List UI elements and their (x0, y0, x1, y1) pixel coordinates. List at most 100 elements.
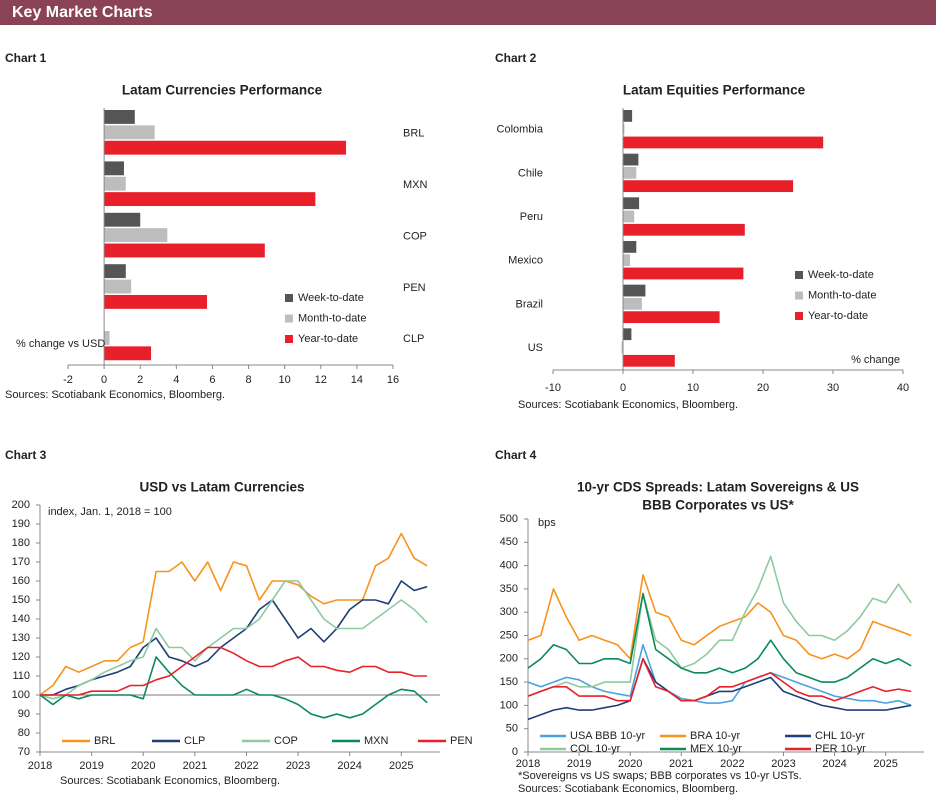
legend-label: Year-to-date (298, 333, 358, 345)
legend-swatch (795, 312, 803, 320)
bar (104, 330, 110, 345)
legend-swatch (285, 335, 293, 343)
y-tick-label: 200 (12, 499, 30, 511)
bar (104, 243, 265, 258)
category-label: Chile (518, 167, 543, 179)
bar (623, 328, 632, 341)
legend-label: CLP (184, 735, 205, 747)
bar (104, 192, 316, 207)
x-tick-label: 2024 (822, 758, 846, 770)
bar (104, 346, 152, 361)
bar (623, 284, 646, 297)
x-tick-label: 2024 (337, 760, 361, 772)
category-label: MXN (403, 179, 428, 191)
legend-label: BRA 10-yr (690, 730, 740, 742)
y-tick-label: 90 (18, 708, 30, 720)
x-tick-label: 2025 (389, 760, 413, 772)
legend-swatch (795, 271, 803, 279)
header-title: Key Market Charts (12, 4, 153, 21)
legend-label: MXN (364, 735, 389, 747)
legend-label: Year-to-date (808, 310, 868, 322)
series-line (527, 658, 912, 702)
y-tick-label: 200 (500, 653, 518, 665)
bar (623, 210, 635, 223)
x-tick-label: -10 (545, 382, 561, 394)
series-line (39, 656, 428, 719)
x-tick-label: 10 (687, 382, 699, 394)
series-line (39, 532, 428, 696)
y-tick-label: 450 (500, 536, 518, 548)
bar (623, 123, 625, 136)
category-label: PEN (403, 282, 426, 294)
y-tick-label: 150 (500, 676, 518, 688)
bar (623, 166, 637, 179)
y-tick-label: 130 (12, 632, 30, 644)
category-label: Peru (520, 211, 543, 223)
chart-title: Latam Currencies Performance (122, 83, 323, 98)
x-tick-label: 4 (173, 374, 179, 386)
series-line (527, 574, 912, 660)
category-label: US (528, 342, 543, 354)
y-tick-label: 150 (12, 594, 30, 606)
chart-title: Latam Equities Performance (623, 83, 806, 98)
bar (104, 140, 347, 155)
x-tick-label: 20 (757, 382, 769, 394)
x-tick-label: -2 (63, 374, 73, 386)
x-tick-label: 2018 (516, 758, 540, 770)
category-label: COP (403, 230, 427, 242)
chart-caption: Chart 2 (495, 51, 537, 65)
legend-label: PEN (450, 735, 473, 747)
legend-label: Week-to-date (298, 292, 364, 304)
x-tick-label: 40 (897, 382, 909, 394)
bar (623, 197, 640, 210)
legend-swatch (795, 291, 803, 300)
chart-title: 10-yr CDS Spreads: Latam Sovereigns & US (577, 480, 859, 495)
bar (623, 241, 637, 253)
category-label: CLP (403, 333, 424, 345)
x-tick-label: 8 (245, 374, 251, 386)
x-tick-label: 16 (387, 374, 399, 386)
legend-label: Week-to-date (808, 269, 874, 281)
y-tick-label: 140 (12, 613, 30, 625)
legend-swatch (285, 314, 293, 323)
x-tick-label: 2021 (669, 758, 693, 770)
bar (104, 161, 124, 176)
legend-swatch (285, 294, 293, 302)
chart-caption: Chart 3 (5, 448, 47, 462)
y-tick-label: 70 (18, 746, 30, 758)
axis-label-text: % change vs USD (16, 338, 106, 350)
series-line (39, 580, 428, 700)
bar (104, 110, 135, 124)
y-tick-label: 250 (500, 629, 518, 641)
series-line (40, 580, 428, 696)
annotation: bps (538, 517, 556, 529)
y-tick-label: 120 (12, 651, 30, 663)
legend-label: BRL (94, 735, 115, 747)
series-line (40, 646, 428, 696)
y-tick-label: 300 (500, 606, 518, 618)
legend-label: USA BBB 10-yr (570, 730, 646, 742)
header-bar (0, 0, 936, 25)
y-tick-label: 0 (512, 746, 518, 758)
legend-label: MEX 10-yr (690, 743, 742, 755)
annotation: index, Jan. 1, 2018 = 100 (48, 506, 172, 518)
category-label: Mexico (508, 255, 543, 267)
bar (104, 228, 168, 243)
y-tick-label: 190 (12, 518, 30, 530)
y-tick-label: 350 (500, 583, 518, 595)
x-tick-label: 2019 (567, 758, 591, 770)
x-tick-label: 6 (209, 374, 215, 386)
source: Sources: Scotiabank Economics, Bloomberg… (5, 389, 225, 401)
legend-label: Month-to-date (808, 289, 876, 301)
series-line (527, 658, 912, 721)
series-line (527, 555, 912, 697)
source: Sources: Scotiabank Economics, Bloomberg… (518, 399, 738, 411)
x-tick-label: 2018 (28, 760, 52, 772)
bar (621, 341, 623, 354)
y-tick-label: 50 (506, 723, 518, 735)
y-tick-label: 80 (18, 727, 30, 739)
x-tick-label: 0 (101, 374, 107, 386)
x-tick-label: 2020 (131, 760, 155, 772)
x-tick-label: 2023 (771, 758, 795, 770)
